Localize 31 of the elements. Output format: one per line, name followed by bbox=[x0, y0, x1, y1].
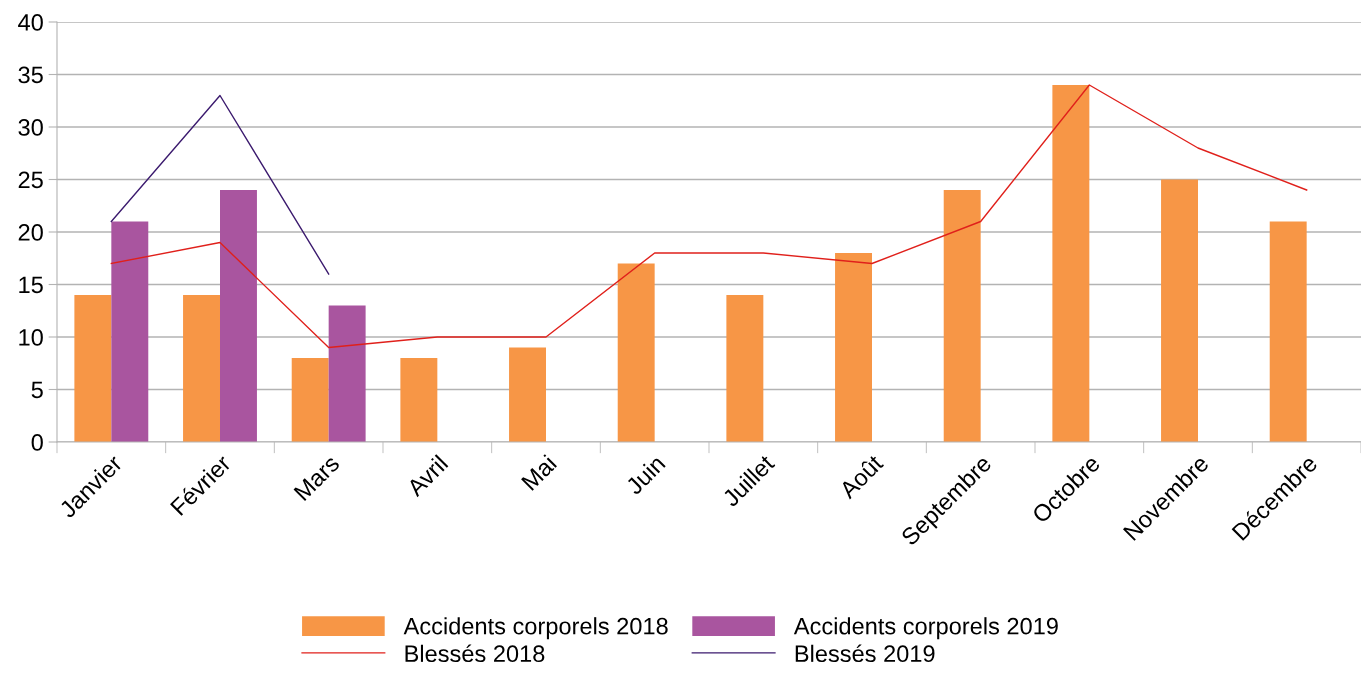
bar bbox=[111, 221, 149, 442]
y-tick-label: 35 bbox=[18, 66, 43, 84]
x-tick-label: Juin bbox=[624, 454, 666, 496]
legend-label: Accidents corporels 2018 bbox=[403, 617, 668, 640]
y-tick-label: 20 bbox=[18, 224, 43, 241]
bar bbox=[1161, 179, 1198, 442]
bar bbox=[400, 358, 438, 442]
y-tick-label: 10 bbox=[19, 329, 43, 346]
y-tick-label: 40 bbox=[18, 14, 43, 31]
bar bbox=[74, 295, 112, 442]
bar bbox=[220, 190, 257, 442]
y-tick-label: 30 bbox=[18, 119, 43, 136]
y-tick-label: 5 bbox=[31, 381, 43, 399]
y-tick-label: 0 bbox=[31, 434, 43, 451]
legend-label: Blessés 2018 bbox=[405, 644, 545, 663]
y-tick-label: 25 bbox=[18, 171, 43, 189]
bar bbox=[617, 263, 655, 442]
bar bbox=[183, 295, 220, 442]
bar bbox=[291, 358, 329, 442]
line-series bbox=[110, 84, 1308, 349]
legend-label: Accidents corporels 2019 bbox=[793, 617, 1058, 640]
y-tick-label: 15 bbox=[19, 276, 43, 294]
legend-label: Blessés 2019 bbox=[795, 644, 935, 663]
bar bbox=[835, 253, 872, 442]
bar bbox=[1269, 221, 1307, 442]
bar bbox=[328, 305, 366, 442]
bar bbox=[943, 190, 981, 442]
x-tick-label: Mai bbox=[520, 454, 558, 491]
bar bbox=[1052, 85, 1090, 442]
bar bbox=[726, 295, 764, 442]
bar bbox=[509, 347, 546, 442]
